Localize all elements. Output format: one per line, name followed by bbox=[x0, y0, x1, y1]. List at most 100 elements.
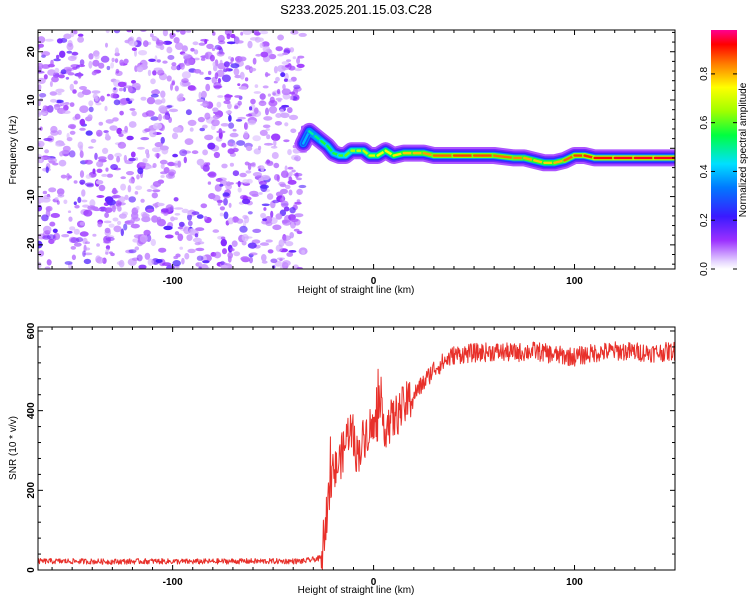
noise-speckle-blob bbox=[81, 189, 86, 197]
noise-speckle-blob bbox=[96, 168, 103, 173]
noise-speckle-blob bbox=[95, 180, 104, 185]
noise-speckle-blob bbox=[60, 174, 67, 179]
noise-speckle-blob bbox=[258, 145, 262, 151]
noise-speckle-blob bbox=[126, 171, 134, 176]
noise-speckle-blob bbox=[230, 248, 235, 252]
noise-speckle-blob bbox=[290, 218, 299, 222]
noise-speckle-blob bbox=[196, 255, 204, 261]
noise-speckle-blob bbox=[97, 221, 103, 228]
noise-speckle-blob bbox=[96, 195, 105, 198]
noise-speckle-blob bbox=[71, 51, 79, 56]
noise-speckle-blob bbox=[273, 139, 277, 147]
noise-speckle-blob bbox=[272, 224, 282, 231]
noise-speckle-blob bbox=[88, 106, 94, 113]
noise-speckle-blob bbox=[294, 213, 304, 218]
noise-speckle-blob bbox=[217, 95, 224, 98]
noise-speckle-blob bbox=[253, 30, 260, 34]
noise-speckle-blob bbox=[145, 165, 155, 169]
noise-speckle-blob bbox=[275, 76, 280, 82]
noise-speckle-blob bbox=[245, 170, 252, 174]
noise-speckle-blob bbox=[264, 71, 269, 78]
noise-speckle-blob bbox=[158, 247, 167, 253]
noise-speckle-blob bbox=[69, 124, 76, 130]
noise-speckle-blob bbox=[170, 83, 173, 91]
noise-speckle-blob bbox=[59, 50, 66, 58]
noise-speckle-blob bbox=[69, 83, 75, 91]
noise-speckle-blob bbox=[62, 145, 71, 152]
noise-speckle-blob bbox=[252, 228, 262, 233]
noise-speckle-blob bbox=[197, 116, 205, 123]
noise-speckle-blob bbox=[240, 31, 244, 36]
noise-speckle-blob bbox=[111, 57, 115, 63]
noise-speckle-blob bbox=[147, 258, 154, 266]
noise-speckle-blob bbox=[206, 162, 211, 166]
noise-speckle-blob bbox=[207, 181, 212, 185]
noise-speckle-blob bbox=[140, 211, 148, 217]
noise-speckle-blob bbox=[195, 247, 205, 252]
noise-speckle-blob bbox=[228, 202, 232, 208]
noise-speckle-blob bbox=[249, 67, 257, 72]
x-tick-label: 100 bbox=[566, 577, 583, 588]
noise-speckle-blob bbox=[232, 217, 240, 222]
noise-speckle-blob bbox=[116, 261, 123, 265]
noise-speckle-blob bbox=[166, 265, 175, 269]
noise-speckle-blob bbox=[207, 142, 216, 150]
noise-speckle-blob bbox=[148, 58, 156, 62]
noise-speckle-blob bbox=[166, 75, 172, 82]
noise-speckle-blob bbox=[131, 47, 137, 51]
noise-speckle-blob bbox=[236, 140, 246, 146]
noise-speckle-blob bbox=[56, 188, 65, 196]
noise-speckle-blob bbox=[104, 227, 111, 234]
noise-speckle-blob bbox=[127, 86, 133, 93]
noise-speckle-blob bbox=[79, 86, 87, 90]
noise-speckle-blob bbox=[49, 81, 53, 87]
noise-speckle-blob bbox=[85, 130, 93, 136]
noise-speckle-blob bbox=[79, 59, 85, 66]
noise-speckle-blob bbox=[105, 251, 109, 255]
snr-y-label: SNR (10 * v/v) bbox=[8, 416, 19, 480]
noise-speckle-blob bbox=[212, 194, 221, 201]
noise-speckle-blob bbox=[115, 68, 120, 74]
noise-speckle-blob bbox=[112, 117, 119, 122]
noise-speckle-blob bbox=[160, 171, 168, 175]
noise-speckle-blob bbox=[270, 258, 278, 264]
noise-speckle-blob bbox=[45, 206, 52, 212]
noise-speckle-blob bbox=[157, 216, 162, 223]
noise-speckle-blob bbox=[125, 97, 130, 102]
noise-speckle-blob bbox=[134, 49, 137, 57]
noise-speckle-blob bbox=[218, 40, 226, 45]
noise-speckle-blob bbox=[139, 162, 146, 167]
y-tick-label: -10 bbox=[26, 189, 37, 204]
noise-speckle-blob bbox=[181, 45, 188, 52]
noise-speckle-blob bbox=[193, 69, 202, 74]
noise-speckle-blob bbox=[43, 194, 51, 199]
noise-speckle-blob bbox=[275, 244, 283, 252]
noise-speckle-blob bbox=[105, 167, 109, 172]
noise-speckle-blob bbox=[234, 36, 240, 45]
noise-speckle-blob bbox=[117, 81, 127, 88]
noise-speckle-blob bbox=[184, 58, 192, 66]
noise-speckle-blob bbox=[168, 108, 179, 113]
noise-speckle-blob bbox=[67, 55, 77, 62]
noise-speckle-blob bbox=[277, 99, 282, 103]
noise-speckle-blob bbox=[56, 54, 60, 60]
noise-speckle-blob bbox=[180, 62, 185, 70]
noise-speckle-blob bbox=[135, 185, 143, 191]
noise-speckle-blob bbox=[224, 30, 232, 36]
noise-speckle-blob bbox=[211, 47, 216, 52]
y-tick-label: 400 bbox=[26, 402, 37, 419]
noise-speckle-blob bbox=[146, 208, 155, 213]
noise-speckle-blob bbox=[191, 211, 200, 216]
noise-speckle-blob bbox=[187, 212, 192, 216]
noise-speckle-blob bbox=[68, 150, 76, 158]
noise-speckle-blob bbox=[224, 94, 233, 98]
noise-speckle-blob bbox=[219, 206, 225, 211]
noise-speckle-blob bbox=[151, 192, 158, 199]
noise-speckle-blob bbox=[183, 156, 187, 164]
noise-speckle-blob bbox=[134, 191, 139, 195]
noise-speckle-blob bbox=[167, 55, 175, 60]
noise-speckle-blob bbox=[240, 256, 250, 262]
noise-speckle-blob bbox=[263, 116, 273, 121]
